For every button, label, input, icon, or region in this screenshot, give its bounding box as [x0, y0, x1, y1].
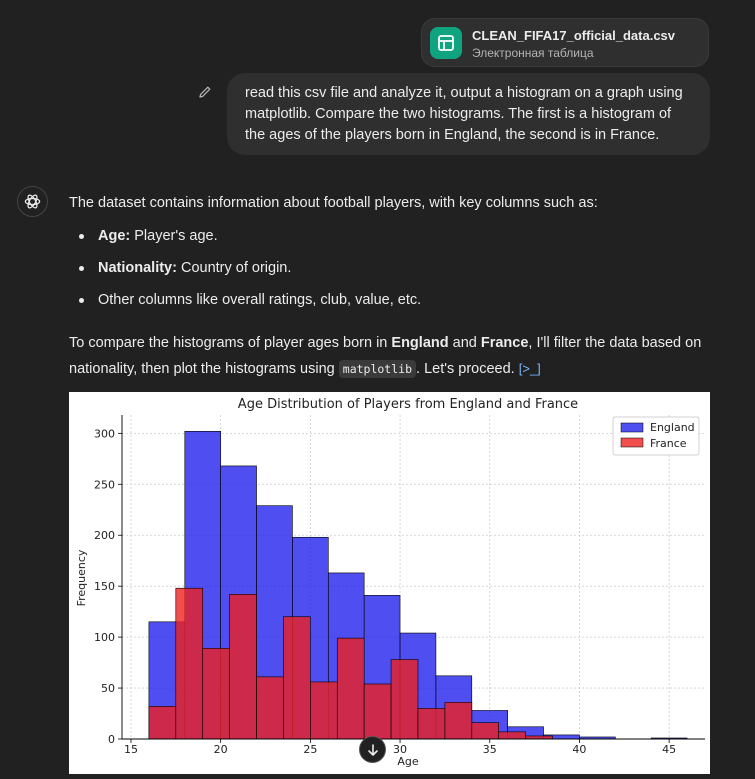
inline-code: matplotlib — [338, 360, 417, 378]
scroll-down-button[interactable] — [359, 736, 386, 763]
x-axis-label: Age — [397, 755, 419, 768]
assistant-avatar — [17, 186, 48, 217]
histogram-bar-france — [256, 676, 284, 740]
legend-label-france: France — [650, 437, 687, 450]
user-message-line: the ages of the players born in England,… — [245, 127, 660, 143]
x-tick-label: 45 — [662, 743, 676, 756]
legend-swatch-england — [620, 422, 644, 433]
y-tick-label: 300 — [94, 427, 115, 440]
view-code-button[interactable]: [>_] — [518, 361, 541, 376]
y-tick-label: 50 — [101, 682, 115, 695]
column-list: Age: Player's age. Nationality: Country … — [69, 225, 729, 311]
histogram-bar-france — [471, 722, 500, 740]
histogram-bar-france — [175, 587, 204, 740]
histogram-bar-france — [310, 681, 338, 740]
legend-swatch-france — [620, 437, 644, 448]
histogram-bar-france — [525, 735, 553, 740]
reply-paragraph: To compare the histograms of player ages… — [69, 335, 702, 378]
histogram-bar-france — [417, 708, 446, 740]
attachment-card[interactable]: CLEAN_FIFA17_official_data.csv Электронн… — [421, 18, 709, 67]
list-item: Nationality: Country of origin. — [69, 257, 729, 279]
x-tick-label: 30 — [393, 743, 407, 756]
x-tick-label: 25 — [303, 743, 317, 756]
attachment-filename: CLEAN_FIFA17_official_data.csv — [472, 28, 676, 43]
legend: England France — [612, 416, 700, 456]
openai-logo-icon — [24, 194, 41, 209]
histogram-bar-france — [444, 702, 473, 740]
y-tick-label: 100 — [94, 631, 115, 644]
legend-label-england: England — [650, 421, 695, 434]
arrow-down-icon — [367, 743, 378, 756]
x-tick-label: 20 — [214, 743, 228, 756]
user-message-line: matplotlib. Compare the two histograms. … — [245, 106, 672, 122]
chart-title: Age Distribution of Players from England… — [238, 397, 578, 412]
histogram-bar-france — [498, 731, 526, 740]
y-tick-label: 200 — [94, 529, 115, 542]
histogram-bar-france — [336, 637, 365, 740]
spreadsheet-icon — [430, 27, 462, 59]
y-axis-label: Frequency — [75, 549, 88, 606]
user-message: read this csv file and analyze it, outpu… — [227, 73, 710, 155]
histogram-bar-france — [363, 683, 392, 740]
histogram-bar-france — [148, 706, 177, 740]
x-tick-label: 35 — [483, 743, 497, 756]
x-tick-label: 40 — [572, 743, 586, 756]
histogram-svg: Age Distribution of Players from England… — [75, 397, 705, 768]
histogram-bar-france — [202, 648, 230, 740]
list-item: Age: Player's age. — [69, 225, 729, 247]
histogram-bar-france — [390, 659, 419, 740]
histogram-bar-france — [283, 616, 311, 740]
y-tick-label: 0 — [108, 733, 115, 746]
x-tick-label: 15 — [124, 743, 138, 756]
histogram-chart: Age Distribution of Players from England… — [69, 392, 710, 774]
y-tick-label: 150 — [94, 580, 115, 593]
histogram-bar-france — [229, 594, 257, 740]
user-message-line: read this csv file and analyze it, outpu… — [245, 85, 683, 101]
y-tick-label: 250 — [94, 478, 115, 491]
attachment-type: Электронная таблица — [472, 46, 594, 60]
edit-message-icon[interactable] — [197, 84, 213, 100]
assistant-message: The dataset contains information about f… — [69, 192, 729, 382]
reply-intro: The dataset contains information about f… — [69, 195, 598, 211]
list-item: Other columns like overall ratings, club… — [69, 289, 729, 311]
